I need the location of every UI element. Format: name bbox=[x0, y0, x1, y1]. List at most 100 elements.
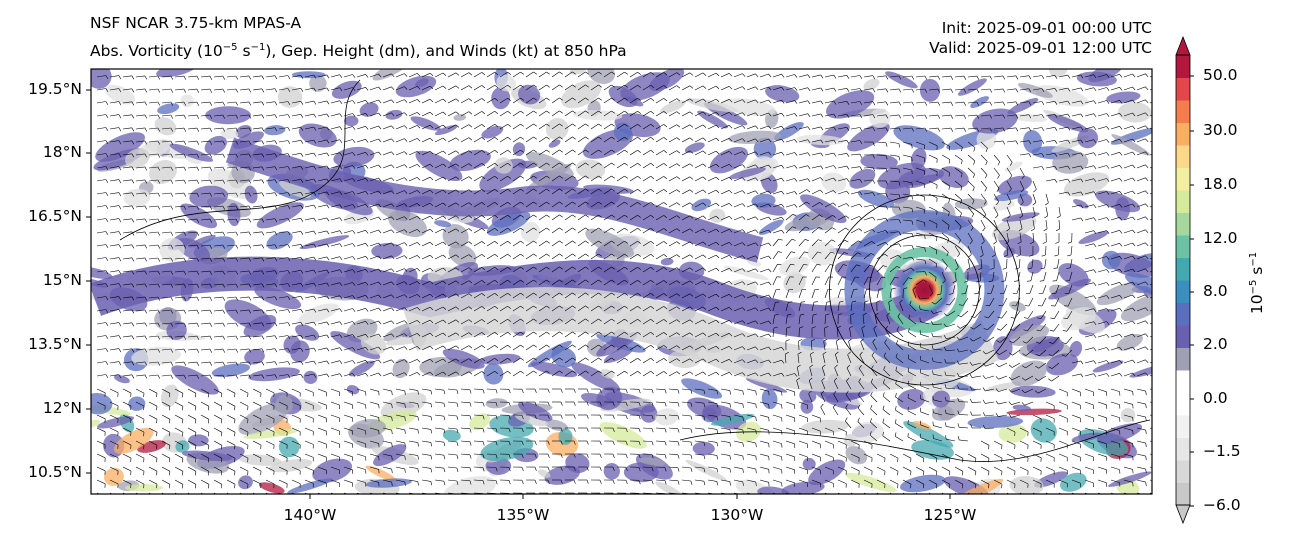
wind-barb-flag bbox=[222, 88, 226, 93]
wind-barb-flag bbox=[222, 244, 226, 249]
wind-barb bbox=[473, 358, 482, 364]
wind-barb bbox=[187, 140, 198, 143]
wind-barb-flag bbox=[728, 281, 733, 285]
vorticity-patch bbox=[166, 320, 187, 340]
wind-barb bbox=[291, 244, 301, 247]
wind-barb-flag bbox=[378, 164, 382, 169]
wind-barb-flag bbox=[442, 319, 447, 323]
wind-barb bbox=[954, 258, 959, 268]
wind-barb-flag bbox=[546, 305, 550, 309]
wind-barb bbox=[304, 230, 314, 234]
wind-barb-flag bbox=[805, 214, 810, 217]
wind-barb bbox=[252, 179, 262, 182]
wind-barb bbox=[876, 154, 887, 156]
wind-barb bbox=[694, 137, 704, 143]
wind-barb bbox=[187, 374, 198, 377]
wind-barb-flag bbox=[728, 346, 733, 350]
wind-barb-flag bbox=[781, 373, 785, 377]
wind-barb-flag bbox=[209, 127, 213, 132]
wind-barb-flag bbox=[1049, 341, 1054, 344]
wind-barb bbox=[356, 347, 366, 351]
wind-barb-flag bbox=[942, 280, 946, 284]
wind-barb bbox=[96, 75, 106, 78]
wind-barb-flag bbox=[508, 389, 511, 394]
wind-barb bbox=[883, 356, 891, 364]
wind-barb bbox=[857, 408, 865, 416]
wind-barb bbox=[252, 427, 262, 433]
wind-barb-flag bbox=[1106, 243, 1110, 247]
vorticity-patch bbox=[149, 160, 177, 184]
wind-barb-flag bbox=[806, 201, 810, 205]
wind-barb bbox=[577, 227, 586, 234]
wind-barb-flag bbox=[859, 179, 863, 183]
wind-barb-flag bbox=[404, 86, 408, 90]
wind-barb bbox=[1097, 87, 1107, 91]
wind-barb-flag bbox=[507, 344, 511, 348]
wind-barb-flag bbox=[768, 99, 772, 104]
vorticity-patch bbox=[1009, 325, 1050, 346]
wind-barb-flag bbox=[702, 241, 707, 245]
wind-barb-flag bbox=[105, 283, 109, 288]
wind-barb bbox=[304, 295, 314, 299]
wind-barb bbox=[499, 266, 508, 273]
wind-barb-flag bbox=[481, 371, 486, 375]
wind-barb-flag bbox=[1041, 75, 1045, 80]
wind-barb-flag bbox=[234, 419, 236, 424]
wind-barb bbox=[434, 228, 444, 234]
wind-barb bbox=[889, 114, 899, 117]
wind-barb-flag bbox=[833, 165, 837, 169]
wind-barb-flag bbox=[183, 309, 187, 314]
wind-barb bbox=[785, 401, 795, 406]
wind-barb-flag bbox=[871, 352, 875, 356]
wind-barb bbox=[174, 283, 185, 286]
wind-barb bbox=[941, 167, 950, 173]
wind-barb bbox=[772, 112, 782, 117]
wind-barb-flag bbox=[898, 101, 902, 106]
wind-barb bbox=[1149, 205, 1152, 208]
wind-barb bbox=[122, 114, 132, 117]
wind-barb-flag bbox=[1039, 280, 1044, 282]
wind-barb-flag bbox=[611, 344, 615, 348]
wind-barb bbox=[343, 139, 353, 143]
vorticity-patch bbox=[1101, 250, 1121, 270]
wind-barb bbox=[473, 306, 482, 312]
wind-barb-flag bbox=[339, 269, 343, 274]
wind-barb bbox=[954, 141, 963, 148]
wind-barb-flag bbox=[924, 271, 927, 276]
wind-barb-flag bbox=[339, 347, 343, 352]
wind-barb bbox=[122, 427, 132, 433]
wind-barb bbox=[200, 75, 211, 78]
wind-barb-flag bbox=[157, 335, 161, 340]
wind-barb-flag bbox=[494, 85, 499, 88]
wind-barb bbox=[317, 373, 327, 377]
wind-barb bbox=[473, 85, 482, 91]
wind-barb bbox=[720, 372, 730, 377]
wind-barb-flag bbox=[611, 357, 615, 361]
wind-barb bbox=[304, 165, 314, 169]
wind-barb-flag bbox=[572, 253, 576, 257]
wind-barb bbox=[1011, 375, 1021, 381]
wind-barb-flag bbox=[404, 255, 408, 259]
wind-barb bbox=[928, 88, 939, 91]
wind-barb-flag bbox=[481, 137, 486, 141]
wind-barb-flag bbox=[274, 153, 278, 158]
wind-barb bbox=[681, 388, 691, 391]
wind-barb-flag bbox=[209, 322, 213, 327]
wind-barb-flag bbox=[533, 97, 537, 101]
wind-barb bbox=[824, 87, 834, 91]
wind-barb-flag bbox=[624, 214, 628, 218]
wind-barb bbox=[668, 72, 677, 78]
wind-barb-flag bbox=[105, 218, 109, 223]
wind-barb bbox=[902, 277, 909, 286]
wind-barb bbox=[707, 280, 717, 286]
wind-barb-flag bbox=[287, 205, 291, 210]
wind-barb bbox=[369, 307, 379, 312]
wind-barb-flag bbox=[598, 201, 602, 205]
wind-barb bbox=[304, 373, 314, 377]
vorticity-patch bbox=[95, 132, 145, 162]
wind-barb bbox=[1097, 282, 1107, 286]
wind-barb-flag bbox=[157, 296, 161, 301]
wind-barb bbox=[967, 245, 972, 255]
wind-barb-flag bbox=[950, 114, 954, 119]
wind-barb-flag bbox=[624, 305, 628, 309]
